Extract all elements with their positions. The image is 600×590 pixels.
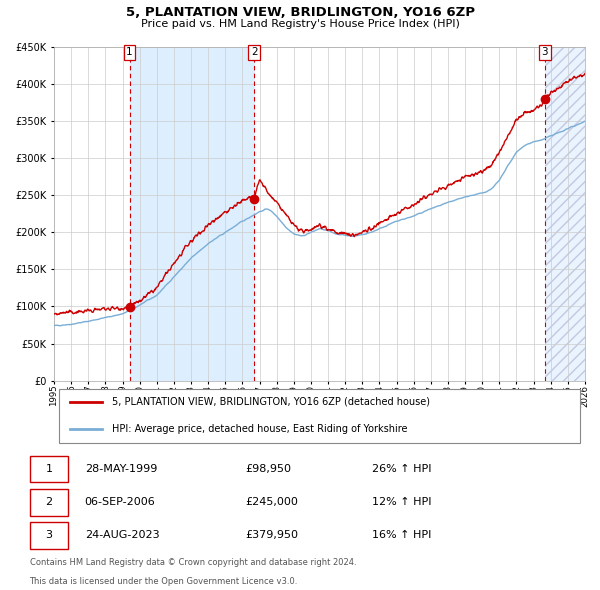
- Text: 12% ↑ HPI: 12% ↑ HPI: [372, 497, 431, 507]
- Text: 2: 2: [45, 497, 52, 507]
- Text: 28-MAY-1999: 28-MAY-1999: [85, 464, 157, 474]
- Text: 26% ↑ HPI: 26% ↑ HPI: [372, 464, 431, 474]
- Text: 1: 1: [126, 47, 133, 57]
- Text: 3: 3: [541, 47, 548, 57]
- Text: 1: 1: [46, 464, 52, 474]
- FancyBboxPatch shape: [29, 455, 68, 483]
- FancyBboxPatch shape: [59, 389, 580, 443]
- Text: £98,950: £98,950: [245, 464, 291, 474]
- Text: 16% ↑ HPI: 16% ↑ HPI: [372, 530, 431, 540]
- Bar: [130, 47, 254, 381]
- Text: 5, PLANTATION VIEW, BRIDLINGTON, YO16 6ZP (detached house): 5, PLANTATION VIEW, BRIDLINGTON, YO16 6Z…: [112, 397, 430, 407]
- FancyBboxPatch shape: [29, 522, 68, 549]
- Text: 5, PLANTATION VIEW, BRIDLINGTON, YO16 6ZP: 5, PLANTATION VIEW, BRIDLINGTON, YO16 6Z…: [125, 6, 475, 19]
- Text: £379,950: £379,950: [245, 530, 298, 540]
- Bar: [545, 47, 585, 381]
- Text: This data is licensed under the Open Government Licence v3.0.: This data is licensed under the Open Gov…: [29, 577, 298, 586]
- FancyBboxPatch shape: [29, 489, 68, 516]
- Text: HPI: Average price, detached house, East Riding of Yorkshire: HPI: Average price, detached house, East…: [112, 424, 408, 434]
- Text: 06-SEP-2006: 06-SEP-2006: [85, 497, 155, 507]
- Text: 2: 2: [251, 47, 257, 57]
- Text: 24-AUG-2023: 24-AUG-2023: [85, 530, 160, 540]
- Text: Price paid vs. HM Land Registry's House Price Index (HPI): Price paid vs. HM Land Registry's House …: [140, 19, 460, 29]
- Text: £245,000: £245,000: [245, 497, 298, 507]
- Text: 3: 3: [46, 530, 52, 540]
- Text: Contains HM Land Registry data © Crown copyright and database right 2024.: Contains HM Land Registry data © Crown c…: [29, 558, 356, 567]
